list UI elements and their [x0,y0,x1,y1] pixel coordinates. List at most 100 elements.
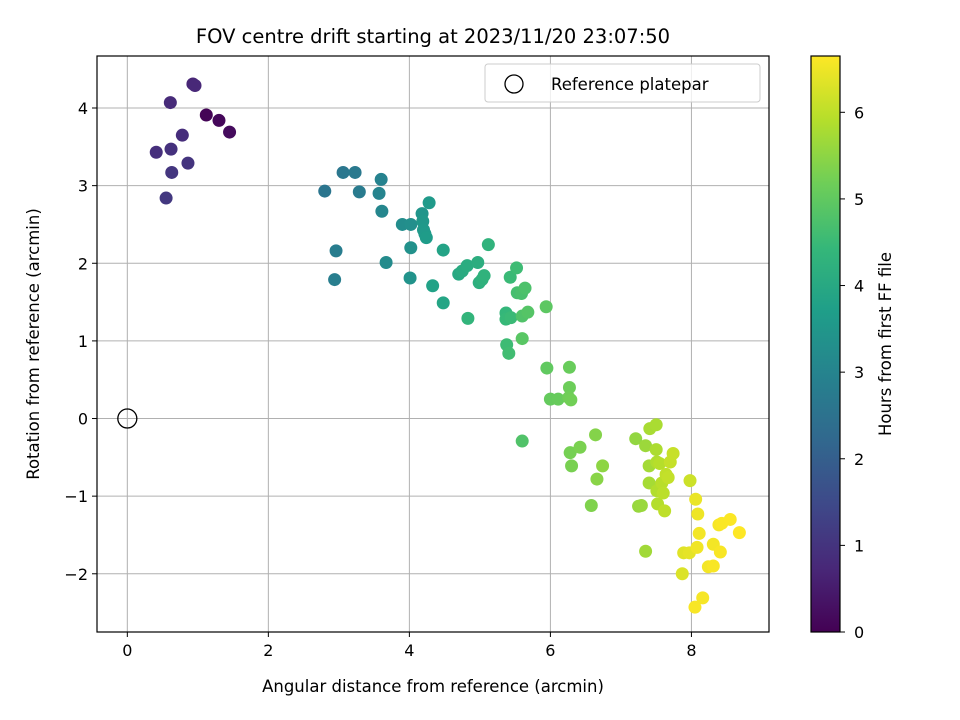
data-point [661,471,675,485]
x-tick-label: 0 [122,641,132,660]
colorbar-gradient [811,56,840,632]
data-point [690,540,704,554]
data-point [563,446,577,460]
data-point [329,244,343,258]
data-point [419,231,433,245]
data-point [539,300,553,314]
y-tick-label: −1 [64,487,88,506]
data-point [503,270,517,284]
data-point [562,380,576,394]
colorbar-tick-label: 5 [854,190,864,209]
data-point [590,472,604,486]
data-point [562,360,576,374]
y-tick-label: −2 [64,565,88,584]
colorbar-label: Hours from first FF file [876,252,895,436]
grid [97,56,769,632]
data-point [683,474,697,488]
data-point [584,498,598,512]
legend-label: Reference platepar [551,75,709,94]
data-point [477,269,491,283]
data-point [565,459,579,473]
x-tick-label: 2 [263,641,273,660]
data-point [658,504,672,518]
legend-box [484,63,761,103]
data-point [589,428,603,442]
data-point [352,185,366,199]
data-point [666,446,680,460]
data-point [426,279,440,293]
data-point [551,392,565,406]
data-point [163,96,177,110]
data-point [436,296,450,310]
data-point [521,305,535,319]
colorbar-tick-label: 2 [854,450,864,469]
data-point [374,172,388,186]
y-tick-label: 0 [78,410,88,429]
data-point [732,526,746,540]
data-point [515,434,529,448]
data-point [713,545,727,559]
data-point [639,439,653,453]
colorbar-frame [810,55,841,633]
data-point [471,255,485,269]
data-point [460,259,474,273]
data-point [573,440,587,454]
data-point [629,432,643,446]
data-point [165,165,179,179]
colorbar-tick-label: 0 [854,623,864,642]
data-point [504,311,518,325]
legend: Reference platepar [484,63,761,103]
data-point [404,241,418,255]
data-point [656,486,670,500]
data-point [639,544,653,558]
data-point [188,78,202,92]
y-tick-label: 4 [78,99,88,118]
chart-title: FOV centre drift starting at 2023/11/20 … [196,25,670,48]
data-point [403,271,417,285]
data-point [634,498,648,512]
reference-point [117,408,138,429]
data-point [689,492,703,506]
data-point [175,128,189,142]
y-axis-label: Rotation from reference (arcmin) [24,208,43,480]
colorbar: 0 1 2 3 4 5 6 Hours from first FF file [810,55,895,642]
data-point [223,125,237,139]
colorbar-tick-label: 6 [854,103,864,122]
data-point [379,255,393,269]
data-point [348,165,362,179]
data-point [502,346,516,360]
plot-frame [96,55,770,633]
data-point [515,332,529,346]
y-tick-label: 1 [78,332,88,351]
data-point [696,591,710,605]
data-point [159,191,173,205]
data-point [461,311,475,325]
colorbar-ticks: 0 1 2 3 4 5 6 [840,103,864,642]
x-tick-label: 4 [404,641,414,660]
data-point [692,526,706,540]
data-point [328,273,342,287]
data-point [518,281,532,295]
x-axis-ticks: 0 2 4 6 8 [122,632,697,660]
data-points [149,77,746,614]
data-point [436,243,450,257]
x-tick-label: 6 [545,641,555,660]
data-point [596,459,610,473]
data-point [372,186,386,200]
y-tick-label: 3 [78,177,88,196]
legend-marker [504,74,524,94]
data-point [404,217,418,231]
data-point [706,559,720,573]
y-axis-ticks: −2 −1 0 1 2 3 4 [64,99,97,584]
data-point [564,393,578,407]
data-point [422,196,436,210]
data-point [318,184,332,198]
reference-marker [117,408,138,429]
y-tick-label: 2 [78,254,88,273]
data-point [481,238,495,252]
data-point [649,443,663,457]
data-point [510,261,524,275]
data-point [375,204,389,218]
data-point [688,600,702,614]
